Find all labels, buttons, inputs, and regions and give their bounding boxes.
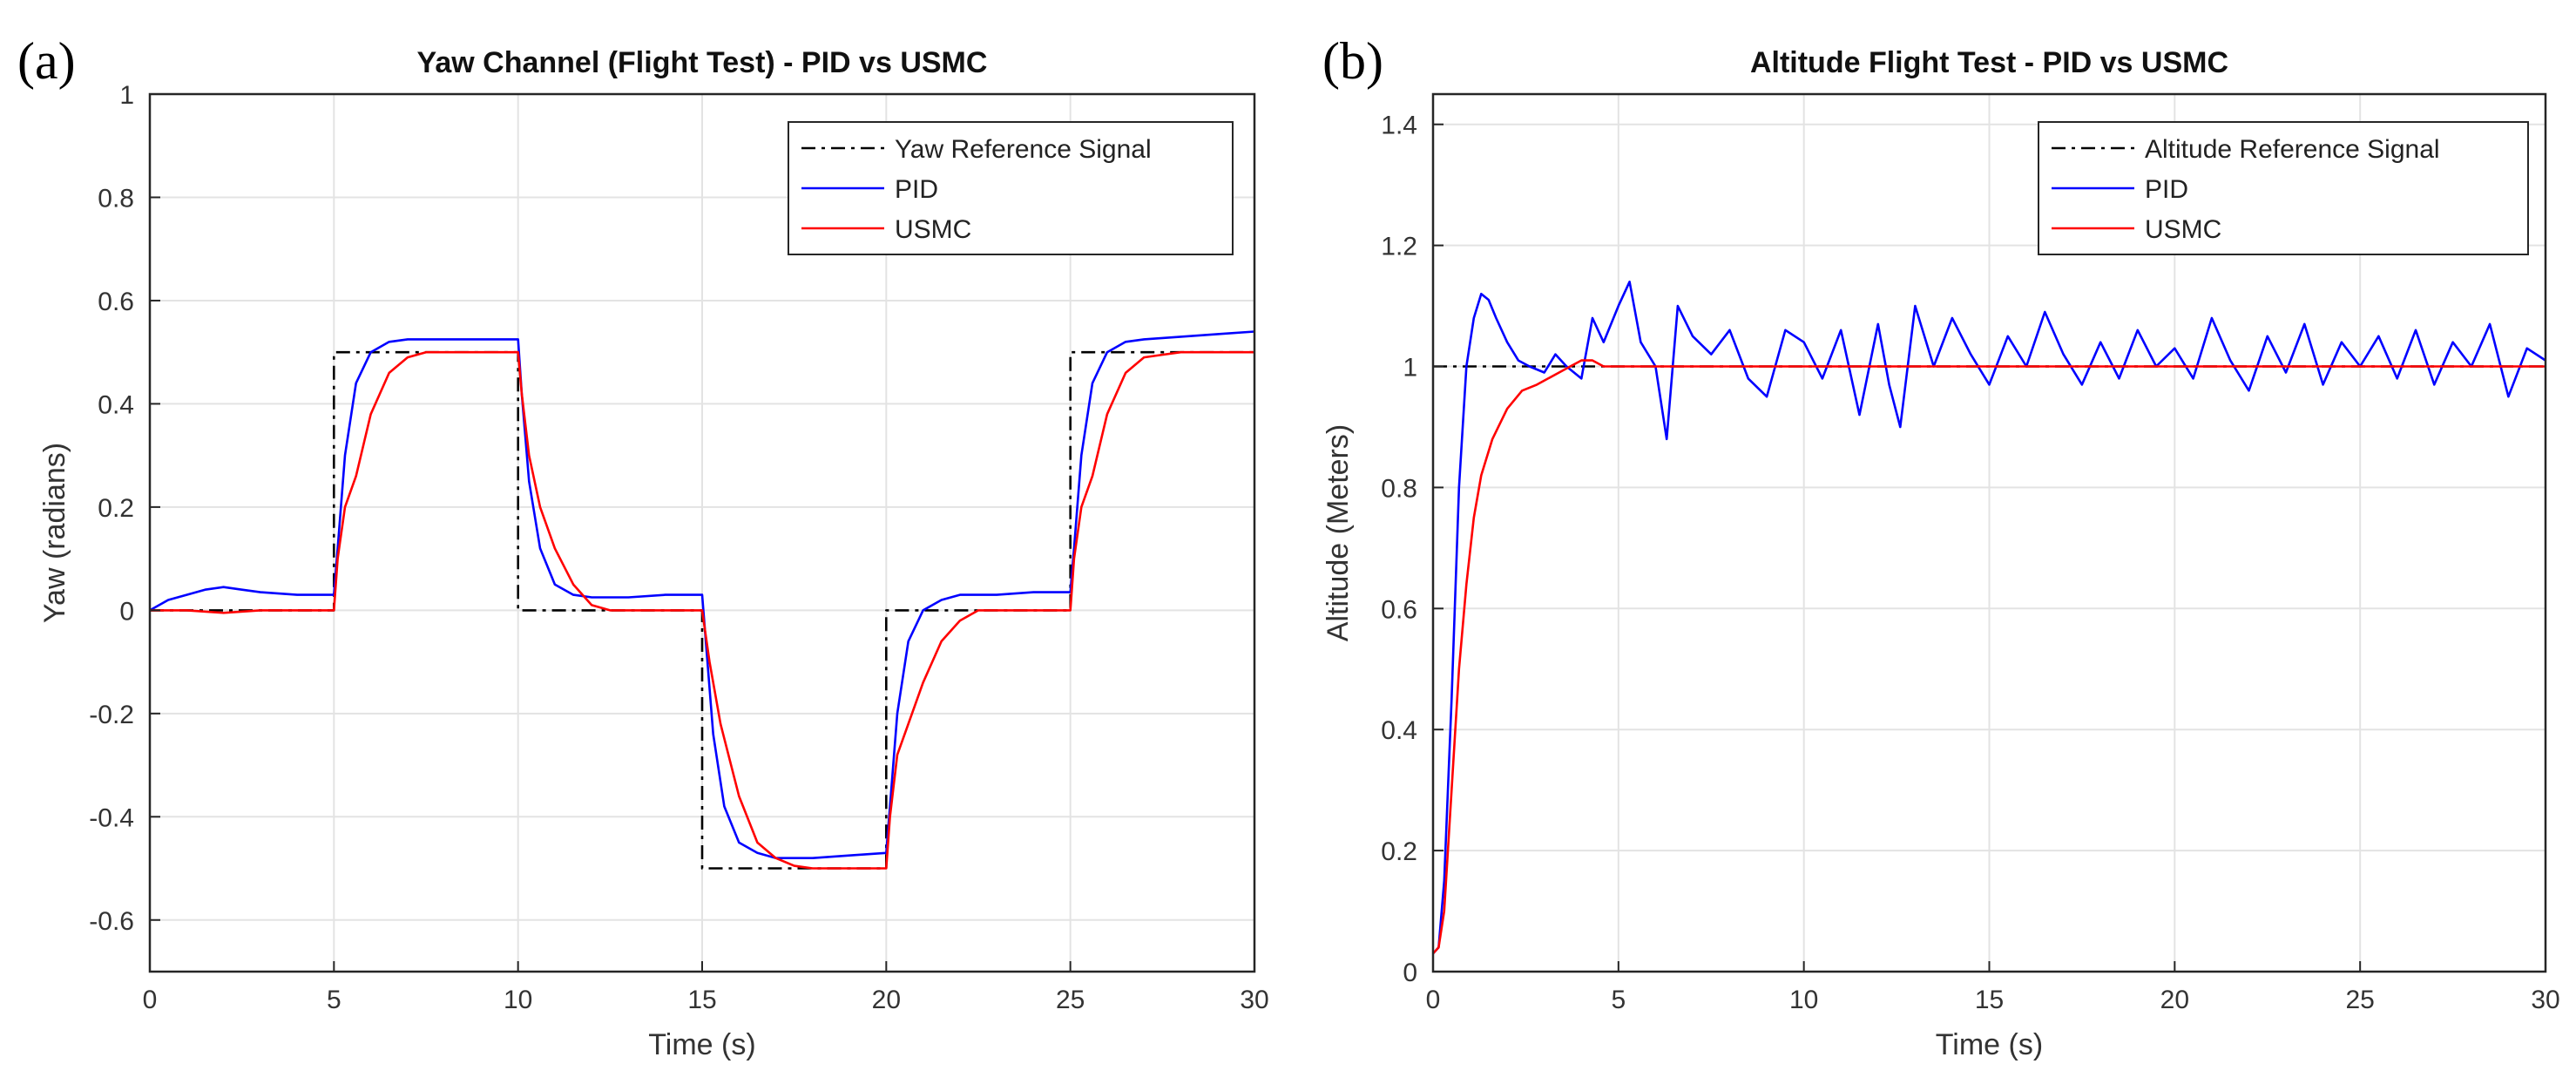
y-tick-label: 0.6: [1381, 595, 1417, 624]
y-tick-label: 1: [119, 81, 134, 110]
x-tick-label: 20: [872, 986, 901, 1014]
altitude-chart: 0 5 10 15 20 25 30 0 0.2 0.4 0.6 0.8 1 1.2 1.4 Altitude…: [1322, 46, 2560, 1061]
x-tick-label: 20: [2160, 986, 2189, 1014]
yaw-chart: 0 5 10 15 20 25 30 -0.6 -0.4 -0.2 0 0.2 0.4 0.6 0.8 1 Ya…: [38, 46, 1269, 1061]
y-tick-label: 0.8: [1381, 474, 1417, 503]
x-tick-label: 15: [687, 986, 716, 1014]
x-tick-label: 30: [1240, 986, 1268, 1014]
y-tick-label: 1: [1403, 354, 1417, 383]
legend-entry-label: PID: [2145, 175, 2188, 204]
x-tick-label: 30: [2531, 986, 2559, 1014]
y-tick-label: 0.8: [98, 184, 134, 213]
yaw-reference-signal-series-line: [150, 350, 1254, 870]
y-tick-label: 0.2: [98, 494, 134, 523]
y-tick-label: 1.2: [1381, 233, 1417, 261]
chart-title: Altitude Flight Test - PID vs USMC: [1750, 46, 2228, 79]
y-tick-label: -0.4: [89, 803, 134, 832]
y-tick-label: 0.4: [1381, 716, 1417, 745]
legend-entry-label: Altitude Reference Signal: [2145, 135, 2440, 164]
usmc-series-line: [1432, 359, 2546, 955]
legend-entry-label: Yaw Reference Signal: [895, 135, 1152, 164]
y-tick-label: 0: [119, 597, 134, 626]
y-tick-label: -0.6: [89, 907, 134, 936]
x-tick-label: 0: [1426, 986, 1441, 1014]
x-tick-label: 25: [2345, 986, 2374, 1014]
x-tick-label: 5: [327, 986, 341, 1014]
x-tick-label: 10: [504, 986, 532, 1014]
y-tick-label: -0.2: [89, 701, 134, 729]
x-axis-label: Time (s): [1936, 1028, 2043, 1061]
x-tick-label: 0: [143, 986, 158, 1014]
y-tick-label: 0: [1403, 959, 1417, 987]
y-axis-label: Altitude (Meters): [1322, 424, 1355, 641]
pid-series-line: [1432, 280, 2546, 955]
y-axis-label: Yaw (radians): [38, 443, 71, 623]
y-tick-label: 1.4: [1381, 112, 1417, 140]
chart-title: Yaw Channel (Flight Test) - PID vs USMC: [417, 46, 988, 79]
y-tick-label: 0.4: [98, 390, 134, 419]
y-tick-label: 0.2: [1381, 837, 1417, 866]
x-tick-label: 25: [1056, 986, 1085, 1014]
legend-entry-label: USMC: [2145, 215, 2221, 244]
legend-entry-label: USMC: [895, 215, 971, 244]
panel-label-a: (a): [17, 32, 76, 90]
x-tick-label: 10: [1789, 986, 1818, 1014]
x-axis-label: Time (s): [648, 1028, 755, 1061]
x-tick-label: 5: [1611, 986, 1626, 1014]
x-tick-label: 15: [1975, 986, 2004, 1014]
y-tick-label: 0.6: [98, 288, 134, 316]
legend-entry-label: PID: [895, 175, 938, 204]
panel-label-b: (b): [1322, 32, 1383, 90]
usmc-series-line: [150, 350, 1254, 870]
